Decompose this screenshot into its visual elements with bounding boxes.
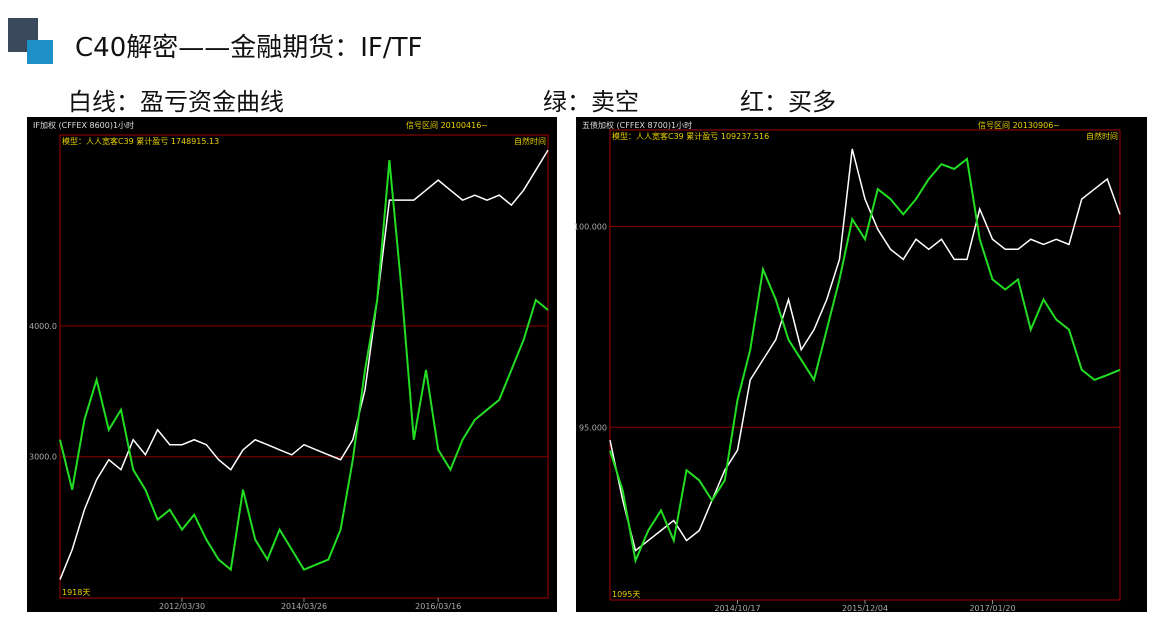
x-tick-label: 2017/01/20 [969,604,1015,613]
x-tick-label: 2014/10/17 [714,604,760,613]
title-icon [27,40,53,64]
slide-title: C40解密——金融期货：IF/TF [75,33,422,63]
signal-range: 信号区间 20100416~ [406,120,488,130]
model-label: 模型：人人宽客C39 累计盈亏 109237.516 [612,131,769,141]
span-label: 1095天 [612,590,640,599]
instrument-label: 五债加权 (CFFEX 8700)1小时 [582,120,692,130]
chart-panel [576,117,1147,612]
signal-range: 信号区间 20130906~ [978,120,1060,130]
legend-text: 白线：盈亏资金曲线 [68,88,284,116]
chart-panel [27,117,557,612]
legend-text: 红：买多 [740,88,836,116]
price-line [59,160,549,572]
legend-text: 绿：卖空 [543,88,639,116]
time-mode: 自然时间 [1086,131,1118,141]
model-label: 模型：人人宽客C39 累计盈亏 1748915.13 [62,136,219,146]
span-label: 1918天 [62,588,90,597]
instrument-label: IF加权 (CFFEX 8600)1小时 [33,120,134,130]
price-line [609,157,1121,565]
time-mode: 自然时间 [514,136,546,146]
x-tick-label: 2015/12/04 [842,604,888,613]
x-tick-label: 2014/03/26 [281,602,327,611]
x-tick-label: 2012/03/30 [159,602,205,611]
equity-line [609,148,1121,552]
y-tick-label: 4000.0 [29,322,57,331]
equity-line [59,149,549,580]
y-tick-label: 3000.0 [29,453,57,462]
y-tick-label: 100.000 [574,222,607,231]
x-tick-label: 2016/03/16 [415,602,461,611]
y-tick-label: 95.000 [579,423,607,432]
